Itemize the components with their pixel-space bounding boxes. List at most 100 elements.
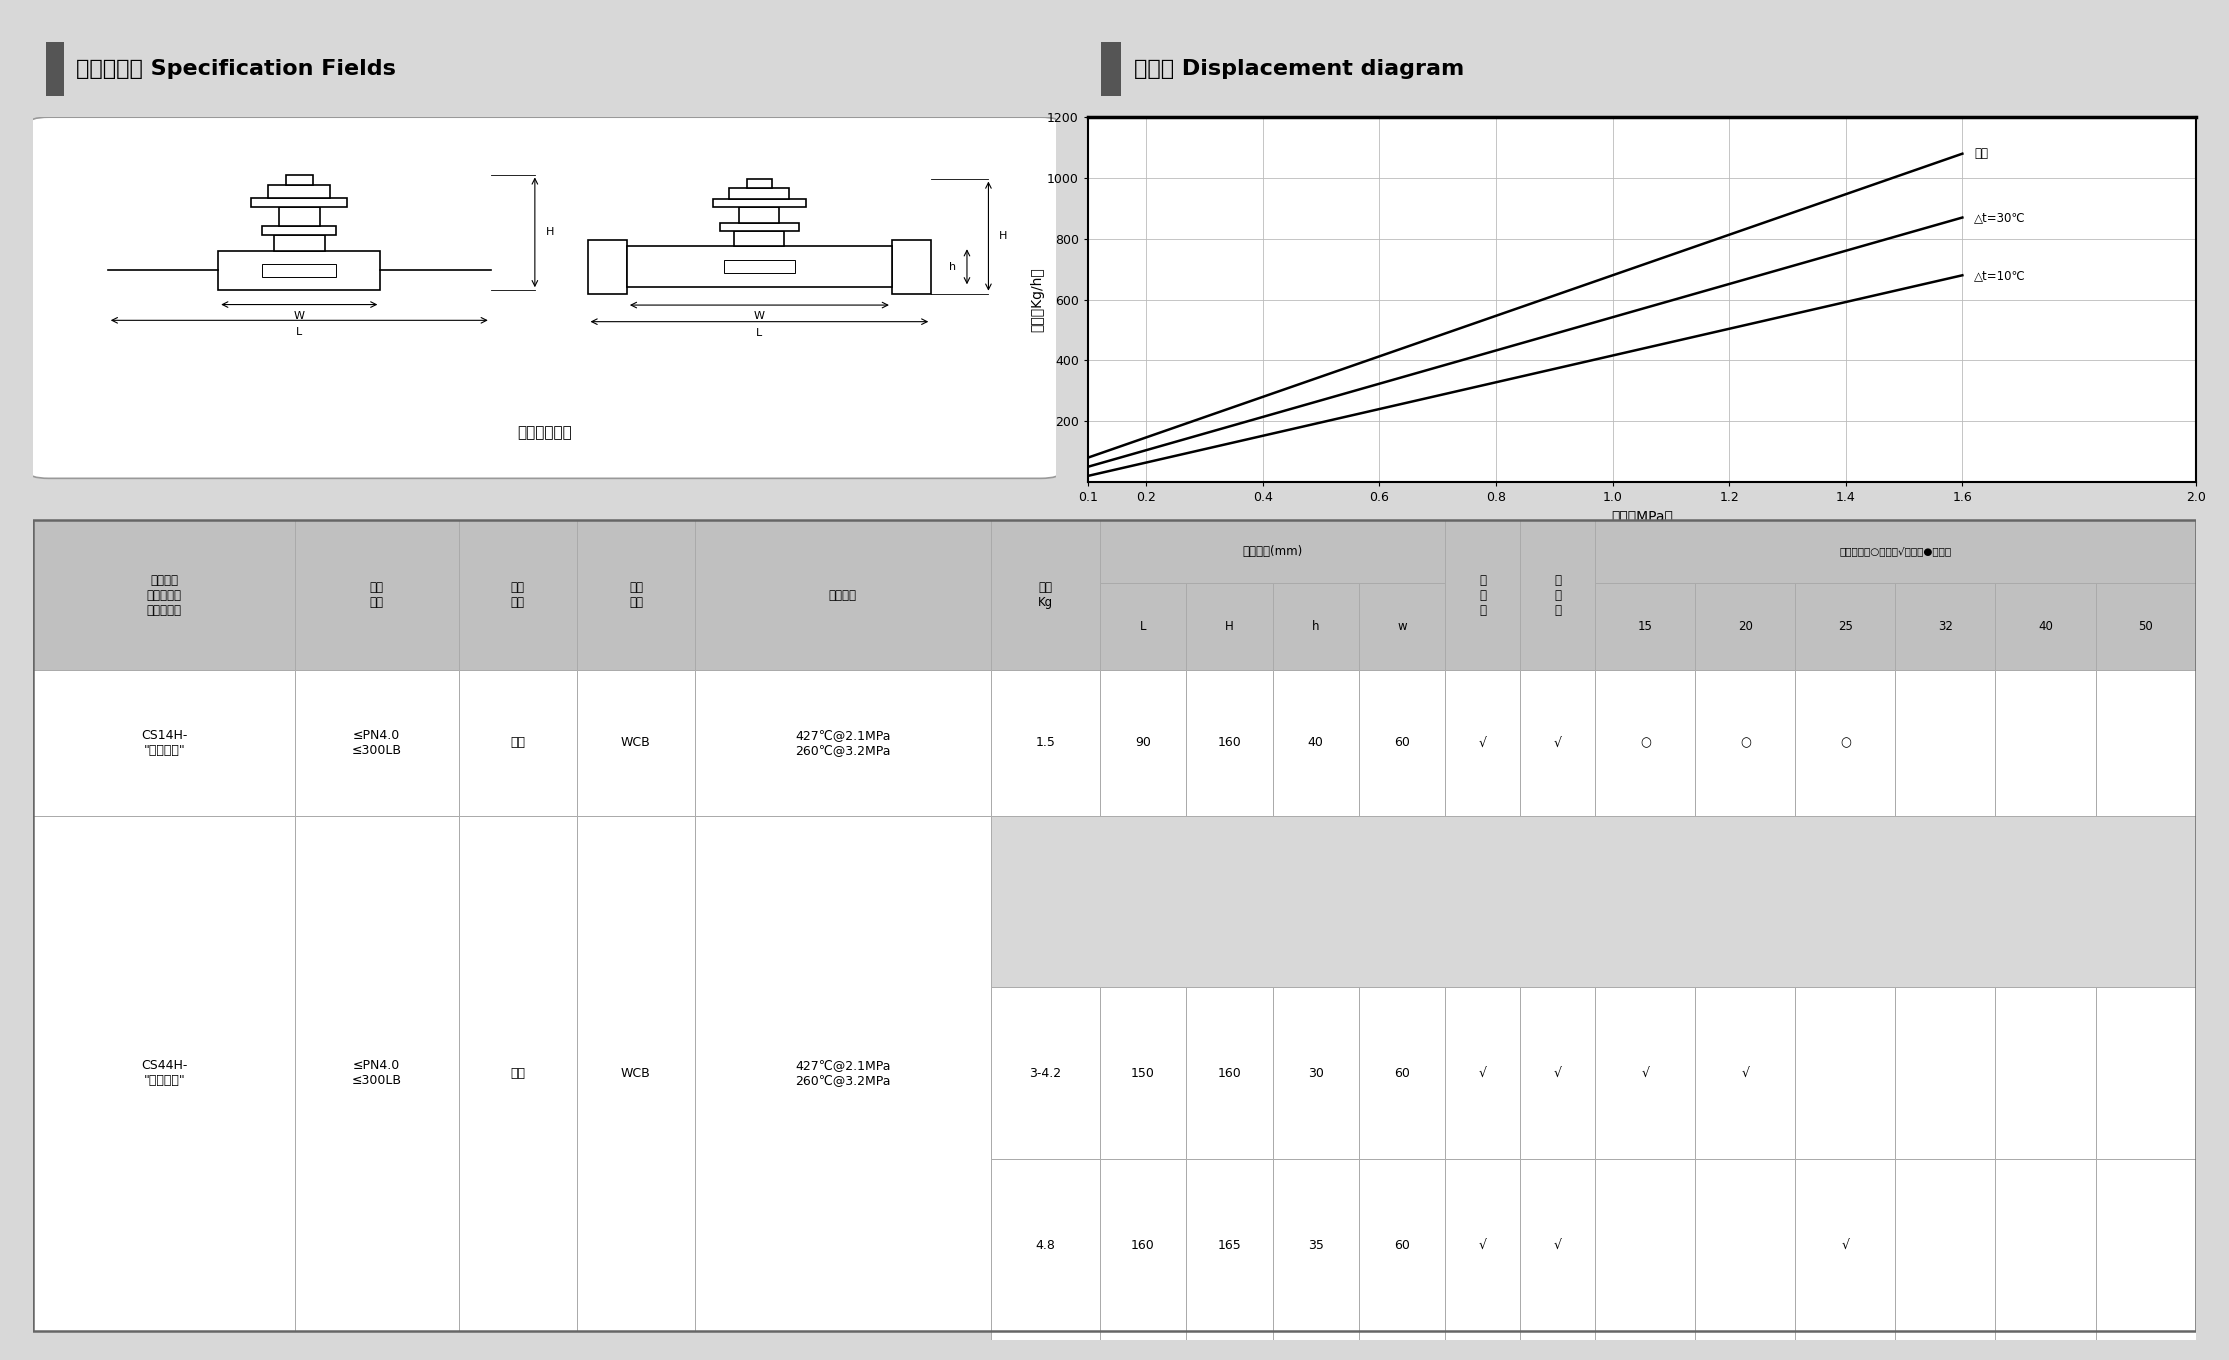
Text: 90: 90	[1135, 736, 1150, 749]
Bar	[740, 207, 780, 223]
Bar	[1596, 987, 1696, 1159]
Text: √: √	[1554, 1239, 1563, 1251]
Bar	[279, 207, 321, 226]
Text: L: L	[756, 328, 762, 339]
Text: 技术规格表 Specification Fields: 技术规格表 Specification Fields	[76, 60, 397, 79]
Text: 3-4.2: 3-4.2	[1030, 1066, 1061, 1080]
Bar	[294, 520, 459, 670]
Bar	[1995, 1331, 2095, 1360]
Text: 任意: 任意	[510, 736, 526, 749]
Bar	[1186, 1331, 1273, 1360]
Bar	[1444, 520, 1520, 670]
Bar	[1696, 670, 1794, 816]
Bar	[990, 1331, 1099, 1360]
Bar	[577, 520, 695, 670]
Bar	[1520, 987, 1596, 1159]
Bar	[733, 231, 785, 246]
Bar	[1186, 987, 1273, 1159]
Text: WCB: WCB	[622, 1066, 651, 1080]
Bar	[626, 246, 892, 287]
Bar	[1596, 1159, 1696, 1331]
Bar	[1273, 670, 1360, 816]
Bar	[1186, 583, 1273, 670]
Bar	[1794, 987, 1895, 1159]
Bar	[459, 816, 577, 1331]
Bar	[1696, 987, 1794, 1159]
Bar	[2095, 1331, 2196, 1360]
Text: 壳体耐温: 壳体耐温	[829, 589, 856, 601]
Bar	[1995, 670, 2095, 816]
Text: 30: 30	[1308, 1066, 1324, 1080]
Bar	[1596, 1331, 1696, 1360]
Text: 安装
方向: 安装 方向	[510, 581, 524, 609]
Bar	[577, 670, 695, 816]
Bar	[263, 226, 337, 235]
Text: 150: 150	[1130, 1066, 1155, 1080]
Bar	[720, 223, 798, 231]
Text: 20: 20	[1739, 620, 1752, 634]
Bar	[713, 199, 807, 207]
Text: H: H	[546, 227, 555, 238]
Text: 外形尺寸(mm): 外形尺寸(mm)	[1242, 545, 1302, 558]
Text: 160: 160	[1217, 736, 1242, 749]
Text: 427℃@2.1MPa
260℃@3.2MPa: 427℃@2.1MPa 260℃@3.2MPa	[796, 1059, 892, 1088]
Bar	[459, 520, 577, 670]
Text: 25: 25	[1839, 620, 1852, 634]
Bar	[1520, 1159, 1596, 1331]
Bar	[1101, 42, 1121, 97]
Bar	[33, 520, 294, 670]
Bar	[47, 42, 65, 97]
Text: 60: 60	[1393, 736, 1411, 749]
Bar	[285, 174, 312, 185]
Bar	[459, 670, 577, 816]
Text: 排量图 Displacement diagram: 排量图 Displacement diagram	[1135, 60, 1464, 79]
Bar	[990, 520, 1099, 670]
Text: H: H	[1226, 620, 1233, 634]
Bar	[1794, 670, 1895, 816]
Text: 重量
Kg: 重量 Kg	[1036, 581, 1052, 609]
Bar	[1596, 670, 1696, 816]
Bar	[1099, 987, 1186, 1159]
Text: 1.5: 1.5	[1034, 736, 1054, 749]
Text: h: h	[950, 261, 956, 272]
Bar	[1360, 583, 1444, 670]
Bar	[588, 239, 626, 294]
Text: 160: 160	[1217, 1066, 1242, 1080]
Bar	[218, 250, 381, 290]
Bar	[1696, 1159, 1794, 1331]
Bar	[1895, 583, 1995, 670]
Bar	[1186, 1159, 1273, 1331]
Text: 35: 35	[1308, 1239, 1324, 1251]
Bar	[33, 816, 294, 1331]
Text: 常规
材质: 常规 材质	[629, 581, 642, 609]
Bar	[2095, 583, 2196, 670]
Text: 40: 40	[2037, 620, 2053, 634]
Text: WCB: WCB	[622, 736, 651, 749]
Bar	[1696, 583, 1794, 670]
Bar	[2095, 670, 2196, 816]
Bar	[1444, 987, 1520, 1159]
Bar	[1099, 520, 1444, 583]
Bar	[1360, 987, 1444, 1159]
Bar	[1273, 1159, 1360, 1331]
Bar	[252, 199, 348, 207]
Bar	[1520, 1331, 1596, 1360]
Bar	[1995, 987, 2095, 1159]
Bar	[274, 235, 325, 250]
Text: 波纹管式
蒸汽疏水阀
设计参数表: 波纹管式 蒸汽疏水阀 设计参数表	[147, 574, 181, 616]
Bar	[695, 520, 990, 670]
Text: CS14H-
"压力等级": CS14H- "压力等级"	[140, 729, 187, 758]
Text: 冷水: 冷水	[1975, 147, 1988, 160]
Text: √: √	[1478, 1239, 1487, 1251]
Bar	[1273, 1331, 1360, 1360]
Bar	[1520, 520, 1596, 670]
Bar	[1895, 987, 1995, 1159]
Bar	[1794, 583, 1895, 670]
Bar	[1273, 583, 1360, 670]
Text: 15: 15	[1638, 620, 1654, 634]
Bar	[724, 260, 796, 273]
Text: ≤PN4.0
≤300LB: ≤PN4.0 ≤300LB	[352, 1059, 401, 1088]
Bar	[1895, 1331, 1995, 1360]
Bar	[990, 1159, 1099, 1331]
X-axis label: 压差（MPa）: 压差（MPa）	[1612, 510, 1672, 524]
